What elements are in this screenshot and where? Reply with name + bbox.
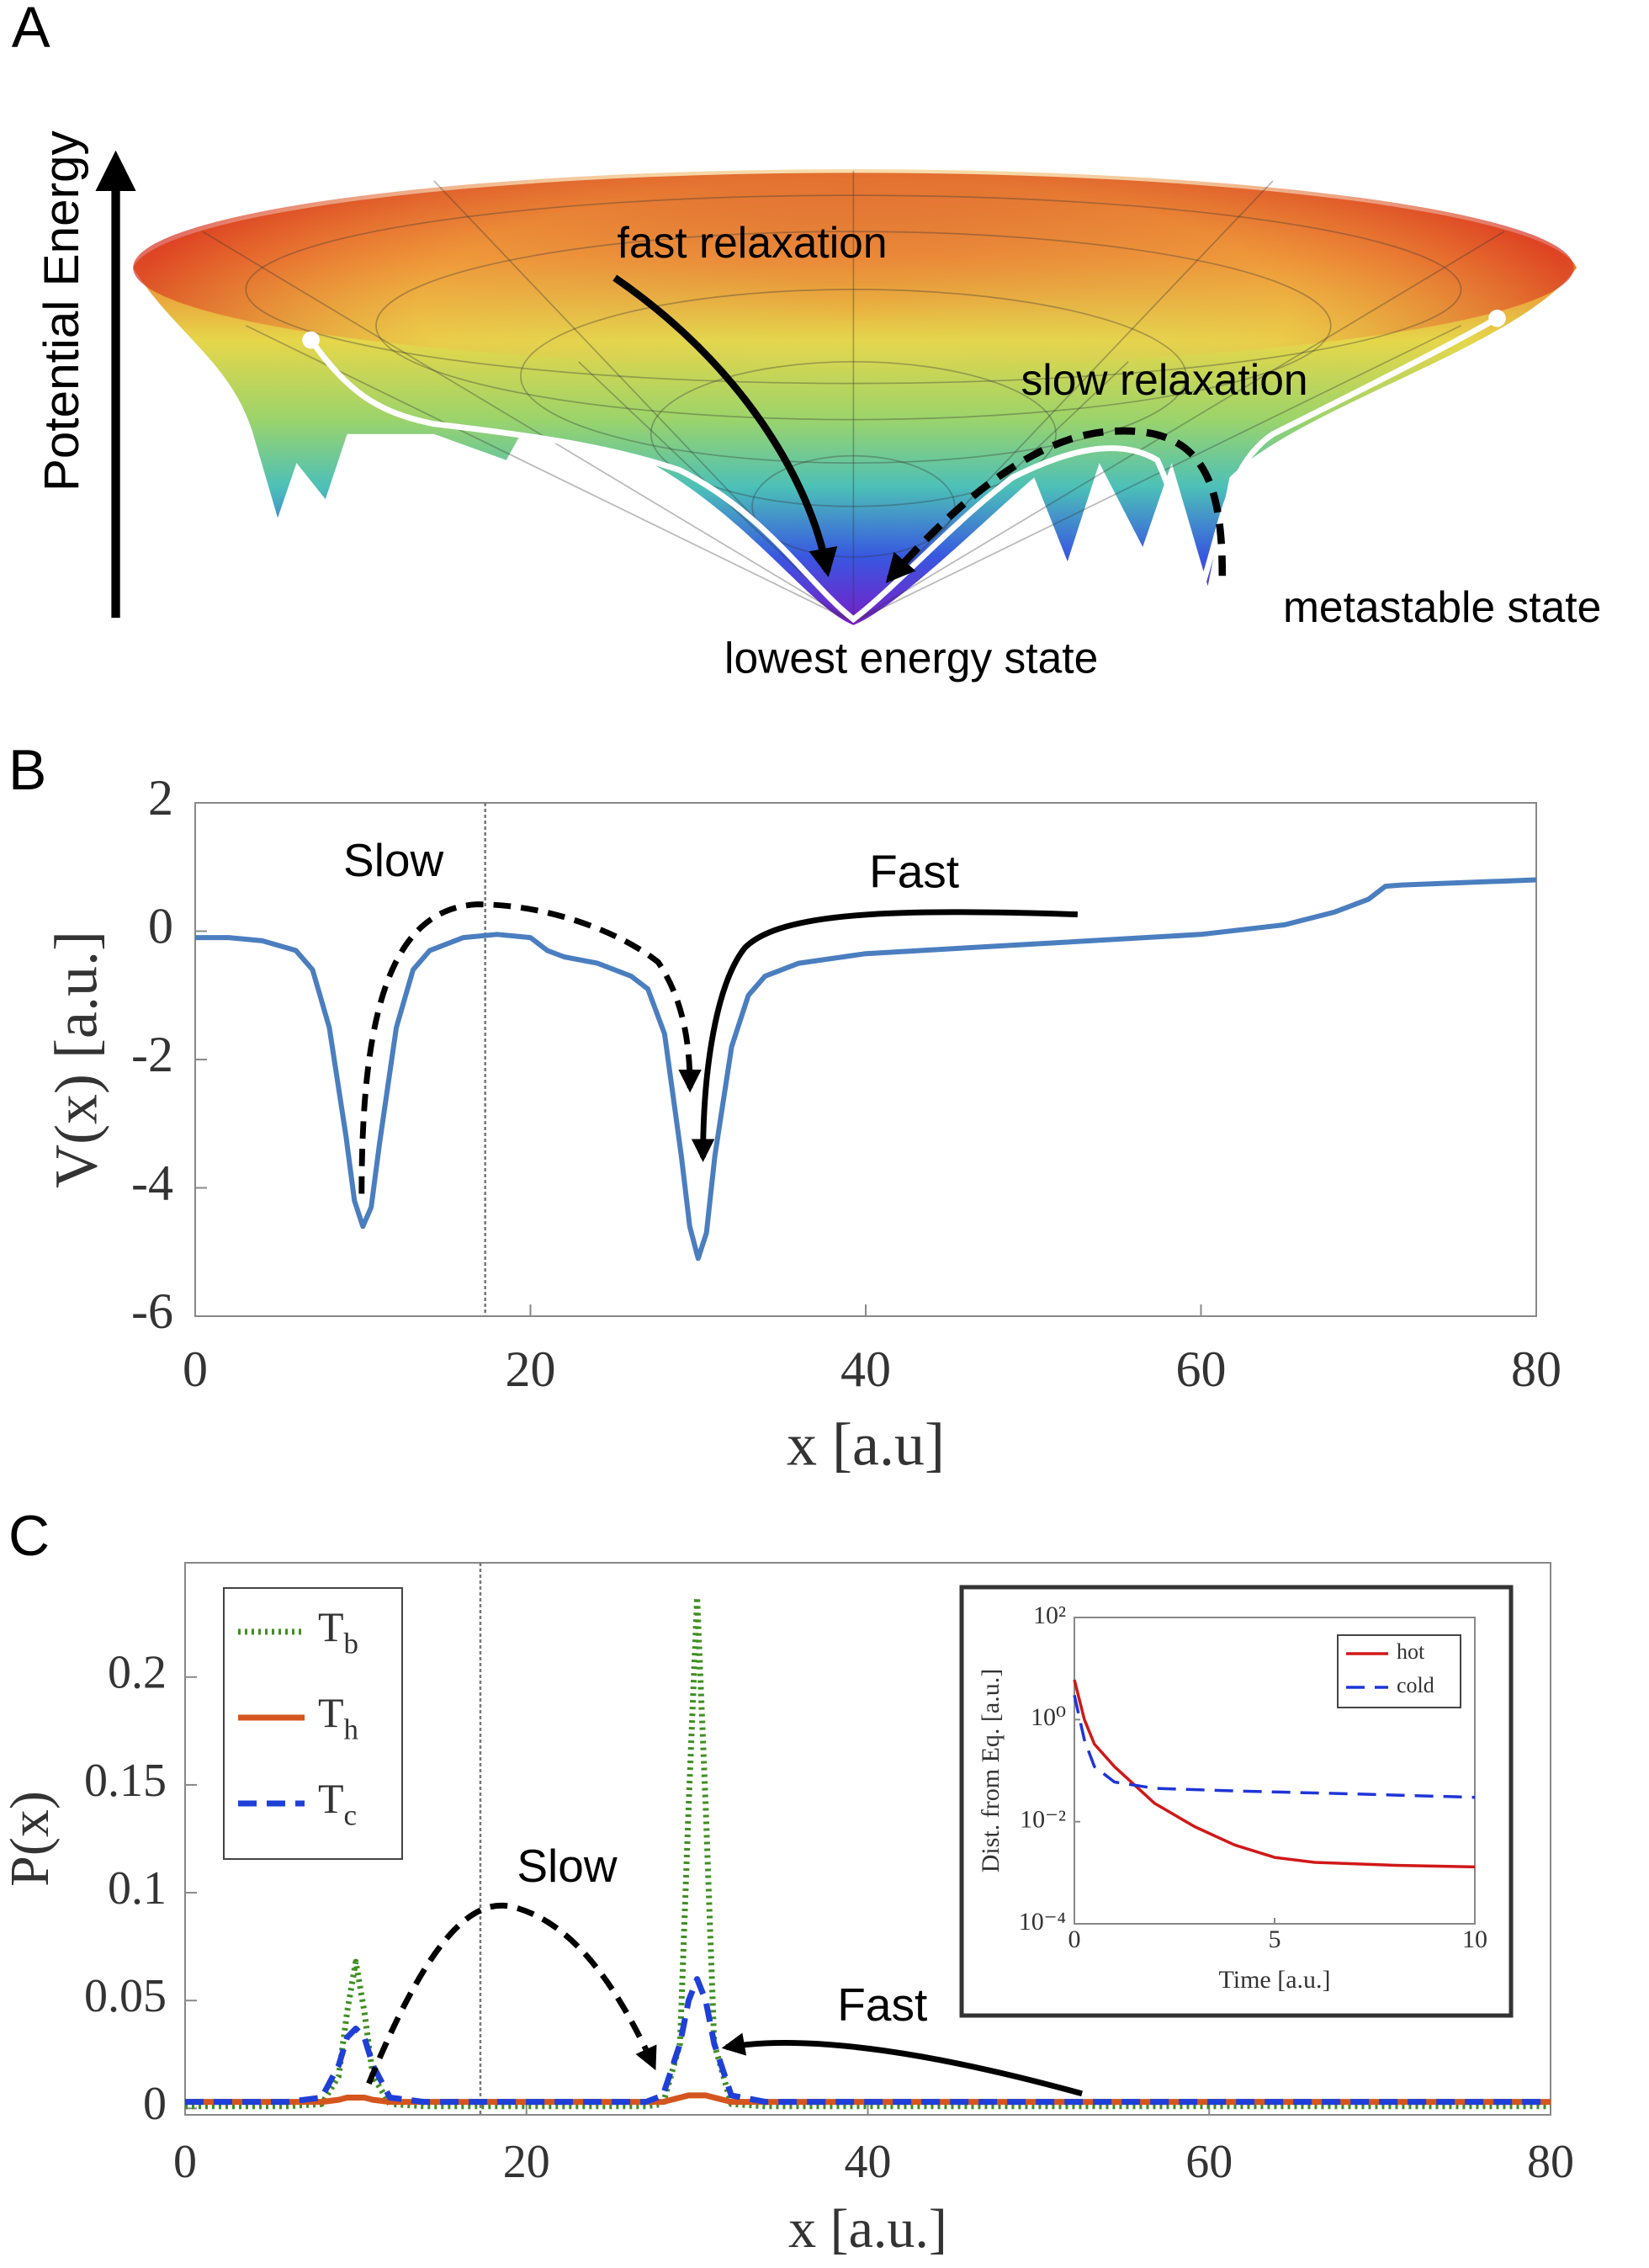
axis-arrowhead xyxy=(95,150,136,191)
plot-area xyxy=(194,802,1537,1317)
y-tick-label: 0.05 xyxy=(84,1970,167,2022)
x-tick-label: 0 xyxy=(173,2136,197,2188)
annotation: metastable state xyxy=(1283,582,1601,631)
inset: 0 5 10 10⁻⁴ 10⁻² 10⁰ 10² Time [a.u.] Dist. from … xyxy=(959,1585,1514,2018)
annotation: Fast xyxy=(837,1979,927,2031)
y-tick-label: 0.2 xyxy=(108,1647,167,1699)
x-axis-label: Time [a.u.] xyxy=(1218,1966,1330,1994)
slow-arrow xyxy=(885,427,1227,583)
surface-rim xyxy=(133,169,1574,366)
y-tick-label: 0 xyxy=(148,898,173,953)
annotation: fast relaxation xyxy=(618,218,888,267)
x-tick-label: 60 xyxy=(1185,2136,1233,2188)
legend-label: cold xyxy=(1397,1673,1434,1697)
panel-b-annotations: Slow Fast xyxy=(343,834,1078,1194)
y-tick-label: 2 xyxy=(148,770,173,826)
legend-label: Tc xyxy=(318,1775,357,1831)
y-axis-label: Dist. from Eq. [a.u.] xyxy=(977,1669,1005,1872)
slow-arrow xyxy=(366,1902,657,2085)
fast-arrow xyxy=(721,2032,1083,2097)
y-axis-label: P(x) xyxy=(0,1791,61,1887)
series-line xyxy=(1073,1695,1476,1799)
x-axis-label: x [a.u.] xyxy=(788,2198,947,2260)
legend-label: hot xyxy=(1397,1639,1425,1664)
x-tick-label: 80 xyxy=(1527,2136,1574,2188)
x-tick-label: 40 xyxy=(845,2136,892,2188)
energy-profile xyxy=(308,316,1499,624)
panel-c-annotations: Slow Fast xyxy=(366,1840,1083,2097)
x-tick-label: 10 xyxy=(1462,1925,1487,1953)
axis-label: Potential Energy xyxy=(34,130,89,491)
panel-label: A xyxy=(12,0,50,60)
annotation: Slow xyxy=(343,834,443,886)
profile-end xyxy=(1488,309,1506,327)
profile-end xyxy=(302,331,320,349)
x-tick-label: 40 xyxy=(840,1341,891,1397)
y-tick-label: 10⁻⁴ xyxy=(1019,1908,1066,1936)
x-tick-label: 5 xyxy=(1269,1925,1281,1953)
panel-label: B xyxy=(8,738,46,802)
y-axis-label: V(x) [a.u.] xyxy=(43,931,110,1188)
annotation: Slow xyxy=(517,1840,617,1892)
y-tick-label: -2 xyxy=(131,1027,173,1082)
legend-label: Th xyxy=(318,1689,359,1745)
x-tick-label: 20 xyxy=(506,1341,556,1397)
annotation: lowest energy state xyxy=(724,633,1098,682)
panel-label: C xyxy=(8,1504,50,1568)
x-tick-label: 80 xyxy=(1511,1341,1562,1397)
x-tick-label: 0 xyxy=(1068,1925,1081,1953)
x-tick-label: 0 xyxy=(183,1341,208,1397)
annotation: Fast xyxy=(869,846,959,898)
fast-arrow xyxy=(612,274,838,577)
y-tick-label: -6 xyxy=(131,1283,173,1339)
y-tick-label: 0.15 xyxy=(84,1755,167,1807)
fast-arrow xyxy=(691,909,1078,1162)
series-line xyxy=(195,877,1537,1261)
x-tick-label: 60 xyxy=(1176,1341,1227,1397)
slow-arrow xyxy=(358,901,702,1194)
y-tick-label: 0 xyxy=(143,2078,167,2130)
panel-b: B 0 20 40 60 80 -6 -4 -2 0 2 x [a.u] V(x) [a.u.] xyxy=(8,738,1562,1479)
panel-a: A Potential Energy fast relaxation slow … xyxy=(12,0,1602,682)
x-tick-label: 20 xyxy=(503,2136,550,2188)
y-tick-label: 10² xyxy=(1033,1601,1066,1629)
y-tick-label: 10⁻² xyxy=(1020,1806,1066,1834)
series-line xyxy=(1073,1679,1476,1869)
legend-box xyxy=(1337,1634,1461,1708)
x-axis-label: x [a.u] xyxy=(787,1411,945,1479)
legend-box xyxy=(223,1587,403,1860)
y-tick-label: 10⁰ xyxy=(1031,1703,1066,1731)
y-tick-label: -4 xyxy=(131,1155,173,1210)
y-tick-label: 0.1 xyxy=(108,1862,167,1915)
legend-label: Tb xyxy=(318,1603,358,1660)
series-line xyxy=(185,1976,1551,2106)
annotation: slow relaxation xyxy=(1021,355,1308,404)
